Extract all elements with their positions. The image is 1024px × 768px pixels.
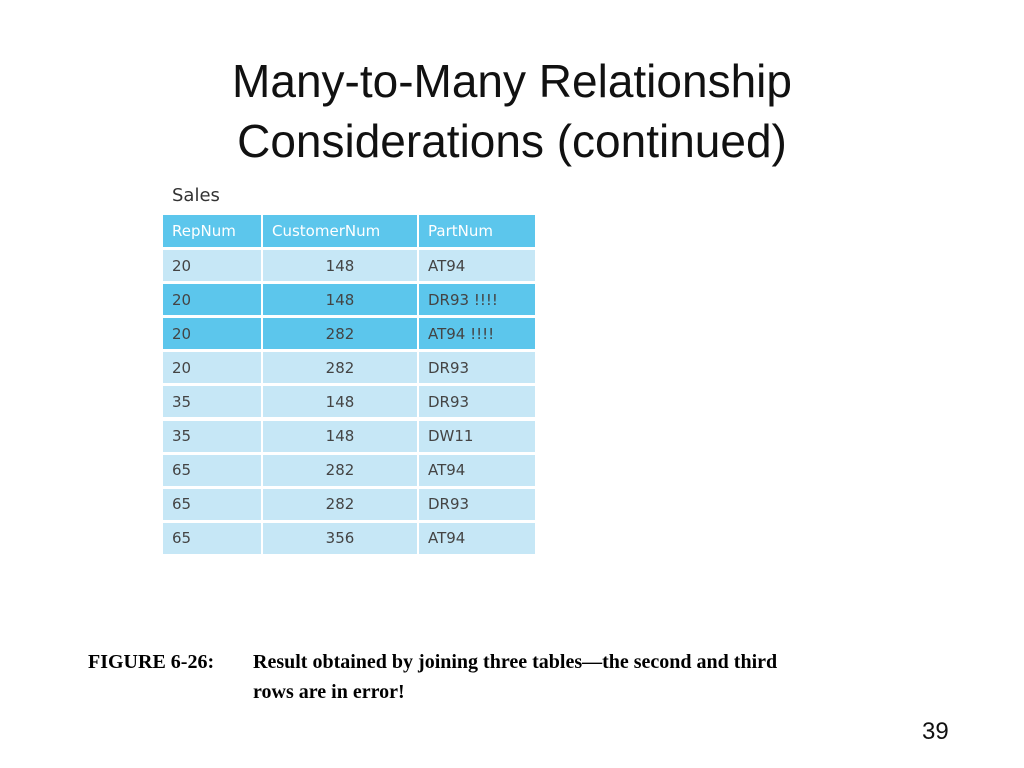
page-number: 39 — [922, 718, 949, 745]
table-cell: 148 — [263, 420, 417, 452]
table-cell: 148 — [263, 284, 417, 316]
table-cell: 35 — [163, 420, 261, 452]
slide-title: Considerations (continued) — [237, 115, 787, 167]
table-cell: AT94 — [419, 454, 535, 486]
table-cell: 35 — [163, 386, 261, 418]
slide-title: Many-to-Many Relationship — [232, 55, 792, 107]
table-cell: 20 — [163, 318, 261, 350]
table-cell: 282 — [263, 454, 417, 486]
table-cell: 356 — [263, 522, 417, 554]
table-cell: AT94 !!!! — [419, 318, 535, 350]
header-cell: CustomerNum — [263, 215, 417, 247]
table-cell: 20 — [163, 352, 261, 384]
table-cell: AT94 — [419, 250, 535, 281]
table-cell: DR93 !!!! — [419, 284, 535, 316]
table-name: Sales — [172, 185, 220, 206]
table-cell: DR93 — [419, 352, 535, 384]
table-cell: 282 — [263, 352, 417, 384]
table-cell: 282 — [263, 488, 417, 520]
header-cell: PartNum — [419, 215, 535, 247]
table-cell: 20 — [163, 250, 261, 281]
table-cell: 148 — [263, 250, 417, 281]
caption-line: rows are in error! — [253, 681, 405, 703]
table-cell: DR93 — [419, 386, 535, 418]
table-cell: DR93 — [419, 488, 535, 520]
table-cell: DW11 — [419, 420, 535, 452]
table-cell: AT94 — [419, 522, 535, 554]
table-cell: 65 — [163, 454, 261, 486]
caption-line: Result obtained by joining three tables—… — [253, 651, 778, 673]
table-cell: 65 — [163, 488, 261, 520]
table-cell: 65 — [163, 522, 261, 554]
table-cell: 20 — [163, 284, 261, 316]
caption-label: FIGURE 6-26: — [88, 651, 215, 673]
table-cell: 282 — [263, 318, 417, 350]
table-cell: 148 — [263, 386, 417, 418]
header-cell: RepNum — [163, 215, 261, 247]
